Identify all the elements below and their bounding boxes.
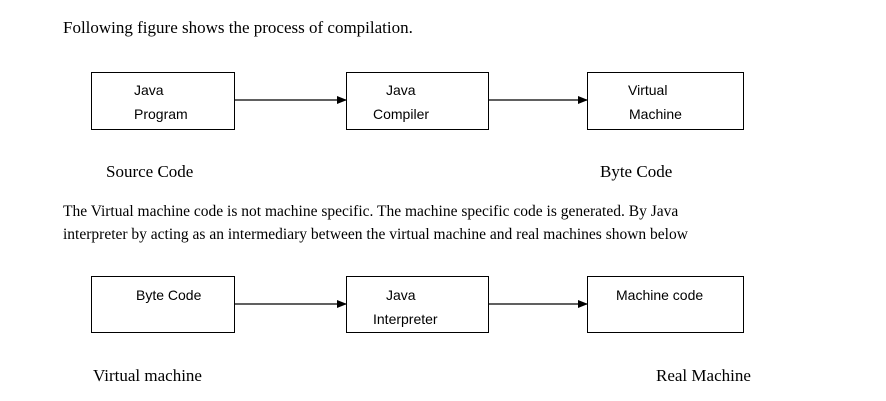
machine-code-label: Machine code xyxy=(616,287,704,303)
byte-code-label: Byte Code xyxy=(136,287,202,303)
explanation-line-1: The Virtual machine code is not machine … xyxy=(63,203,679,220)
java-compiler-label-2: Compiler xyxy=(373,106,430,122)
java-interpreter-box: Java Interpreter xyxy=(346,276,489,333)
java-program-label-2: Program xyxy=(134,106,188,122)
real-machine-caption: Real Machine xyxy=(656,366,751,385)
byte-code-box: Byte Code xyxy=(91,276,235,333)
byte-code-caption: Byte Code xyxy=(600,162,673,181)
java-program-box: Java Program xyxy=(91,72,235,130)
java-interpreter-label-2: Interpreter xyxy=(373,311,438,327)
java-compiler-label-1: Java xyxy=(386,82,416,98)
virtual-machine-label-1: Virtual xyxy=(628,82,668,98)
virtual-machine-label-2: Machine xyxy=(629,106,682,122)
source-code-caption: Source Code xyxy=(106,162,194,181)
java-program-label-1: Java xyxy=(134,82,164,98)
virtual-machine-box: Virtual Machine xyxy=(587,72,744,130)
machine-code-box: Machine code xyxy=(587,276,744,333)
intro-text: Following figure shows the process of co… xyxy=(63,18,413,37)
explanation-line-2: interpreter by acting as an intermediary… xyxy=(63,226,688,243)
java-interpreter-label-1: Java xyxy=(386,287,416,303)
virtual-machine-caption: Virtual machine xyxy=(93,366,202,385)
